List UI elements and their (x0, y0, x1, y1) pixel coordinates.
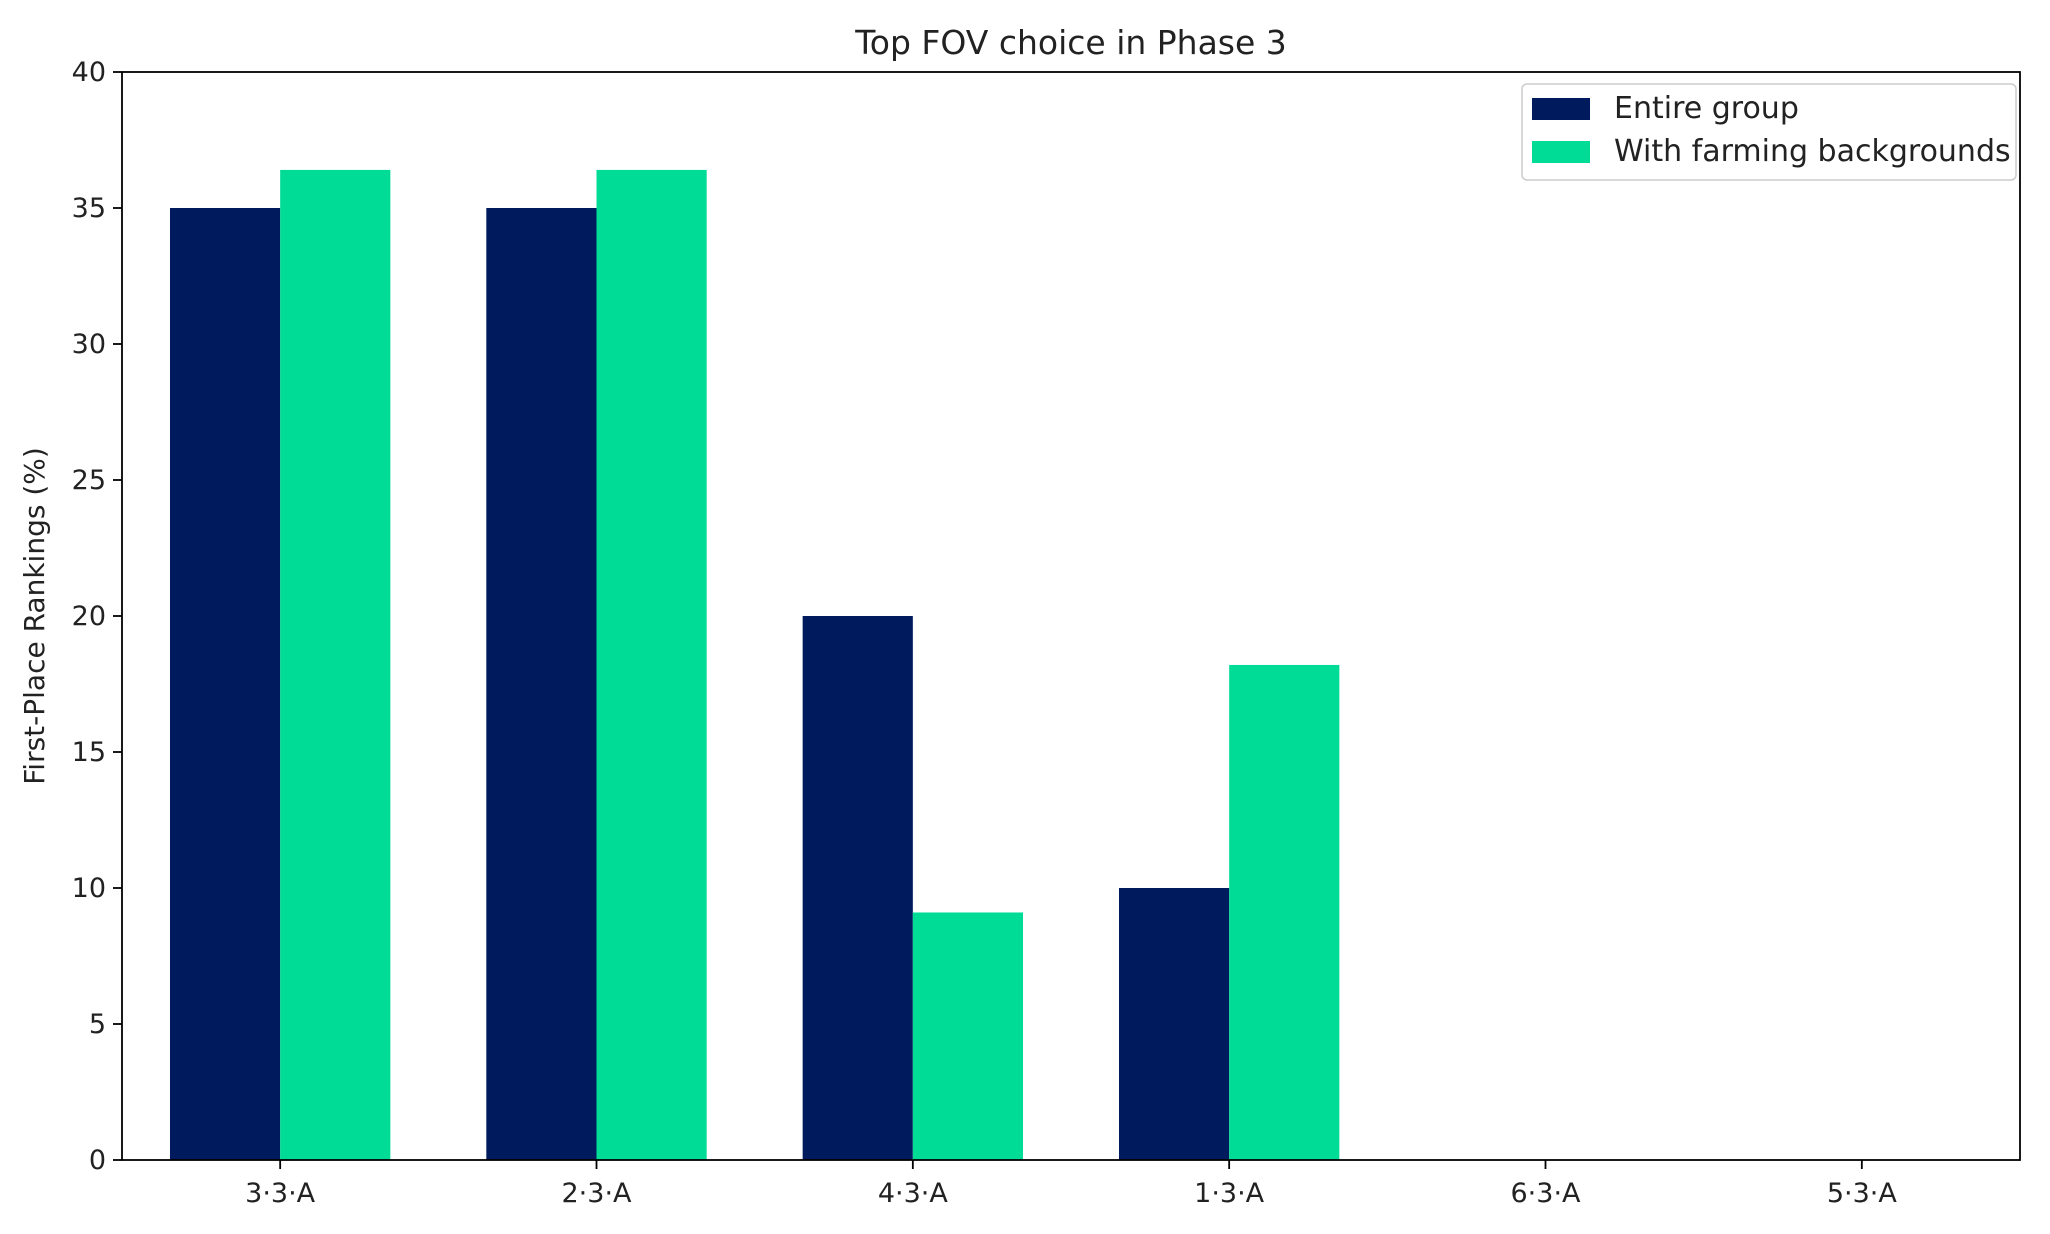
legend-swatch (1532, 141, 1590, 163)
legend-box (1521, 83, 2017, 181)
bar-with-farming-backgrounds-1 (596, 169, 707, 1161)
legend-label: Entire group (1614, 91, 1799, 126)
bar-with-farming-backgrounds-3 (1229, 664, 1340, 1160)
legend: Entire group With farming backgrounds (1521, 83, 2017, 181)
bar-entire-group-1 (486, 208, 597, 1160)
x-tick-label: 3·3·A (245, 1178, 316, 1209)
y-tick-label: 30 (72, 329, 106, 360)
bar-with-farming-backgrounds-0 (280, 169, 391, 1161)
bars-layer (169, 169, 1340, 1161)
plot-frame (121, 71, 2021, 1161)
y-tick-label: 35 (72, 193, 106, 224)
y-tick-label: 5 (89, 1009, 106, 1040)
x-tick-label: 1·3·A (1194, 1178, 1265, 1209)
bar-with-farming-backgrounds-2 (912, 912, 1024, 1160)
bar-entire-group-2 (802, 616, 913, 1160)
y-tick-label: 40 (72, 57, 106, 88)
y-tick-label: 10 (72, 873, 106, 904)
axes-layer (121, 71, 2021, 1161)
y-tick-label: 15 (72, 737, 106, 768)
x-tick-label: 6·3·A (1511, 1178, 1582, 1209)
y-tick-label: 20 (72, 601, 106, 632)
y-axis-title: First-Place Rankings (%) (18, 447, 51, 785)
ticks-layer: 0 5 10 15 20 25 30 35 40 3·3·A 2·3·A 4·3·A 1·3·A 6·3·… (72, 57, 1898, 1209)
bar-entire-group-0 (169, 208, 281, 1160)
legend-swatch (1532, 98, 1590, 120)
x-tick-label: 4·3·A (878, 1178, 949, 1209)
x-tick-label: 2·3·A (562, 1178, 633, 1209)
legend-label: With farming backgrounds (1614, 134, 2011, 169)
y-tick-label: 0 (89, 1145, 106, 1176)
y-tick-label: 25 (72, 465, 106, 496)
x-tick-label: 5·3·A (1827, 1178, 1898, 1209)
bar-entire-group-3 (1118, 888, 1230, 1160)
chart-title: Top FOV choice in Phase 3 (854, 23, 1287, 62)
